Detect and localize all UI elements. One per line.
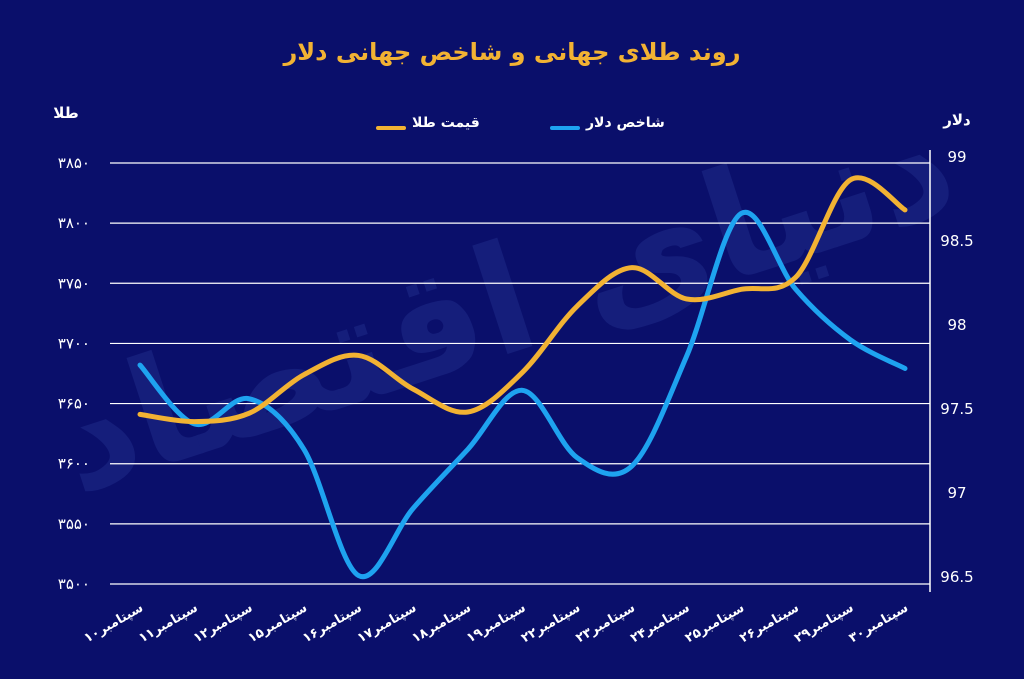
right-tick-label: 98.5: [940, 232, 973, 250]
left-tick-label: ۳۸۰۰: [58, 214, 90, 232]
right-tick-label: 98: [947, 316, 966, 334]
left-axis-ticks: ۳۸۵۰ ۳۸۰۰ ۳۷۵۰ ۳۷۰۰ ۳۶۵۰ ۳۶۰۰ ۳۵۵۰ ۳۵۰۰: [58, 154, 90, 593]
x-tick-label: ۲۹سپتامبر: [792, 600, 856, 646]
left-axis-title: طلا: [53, 104, 79, 122]
left-tick-label: ۳۷۵۰: [58, 274, 90, 292]
series-lines: [137, 175, 908, 580]
x-tick-label: ۲۴سپتامبر: [628, 600, 692, 646]
x-tick-label: ۱۹سپتامبر: [464, 600, 528, 646]
x-tick-label: ۲۳سپتامبر: [573, 600, 637, 646]
right-axis-ticks: 99 98.5 98 97.5 97 96.5: [940, 148, 973, 586]
right-tick-label: 96.5: [940, 568, 973, 586]
right-tick-label: 97: [947, 484, 966, 502]
left-tick-label: ۳۶۵۰: [58, 395, 90, 413]
left-tick-label: ۳۷۰۰: [58, 334, 90, 352]
x-tick-label: ۱۰سپتامبر: [82, 600, 146, 646]
left-tick-label: ۳۵۵۰: [58, 515, 90, 533]
right-axis-title: دلار: [942, 111, 971, 129]
gold-price-line: [137, 175, 908, 425]
grid: [110, 162, 930, 585]
legend-label-dollar: شاخص دلار: [585, 115, 665, 131]
x-tick-label: ۱۷سپتامبر: [355, 600, 419, 646]
x-tick-label: ۲۵سپتامبر: [683, 600, 747, 646]
x-tick-label: ۱۸سپتامبر: [410, 600, 474, 646]
left-tick-label: ۳۵۰۰: [58, 575, 90, 593]
chart-title: روند طلای جهانی و شاخص جهانی دلار: [282, 38, 740, 66]
left-tick-label: ۳۸۵۰: [58, 154, 90, 172]
x-axis-ticks: ۱۰سپتامبر۱۱سپتامبر۱۲سپتامبر۱۵سپتامبر۱۶سپ…: [82, 600, 911, 646]
watermark: دنیای اقتصاد: [34, 75, 975, 529]
x-tick-label: ۲۲سپتامبر: [519, 600, 583, 646]
x-tick-label: ۲۶سپتامبر: [737, 600, 801, 646]
legend: قیمت طلا شاخص دلار: [376, 115, 665, 131]
left-tick-label: ۳۶۰۰: [58, 455, 90, 473]
x-tick-label: ۱۵سپتامبر: [246, 600, 310, 646]
x-tick-label: ۳۰سپتامبر: [847, 600, 911, 646]
dollar-index-line: [137, 209, 908, 580]
x-tick-label: ۱۶سپتامبر: [300, 600, 364, 646]
x-tick-label: ۱۲سپتامبر: [191, 600, 255, 646]
x-tick-label: ۱۱سپتامبر: [136, 600, 200, 646]
right-tick-label: 97.5: [940, 400, 973, 418]
legend-label-gold: قیمت طلا: [412, 115, 480, 131]
right-tick-label: 99: [947, 148, 966, 166]
